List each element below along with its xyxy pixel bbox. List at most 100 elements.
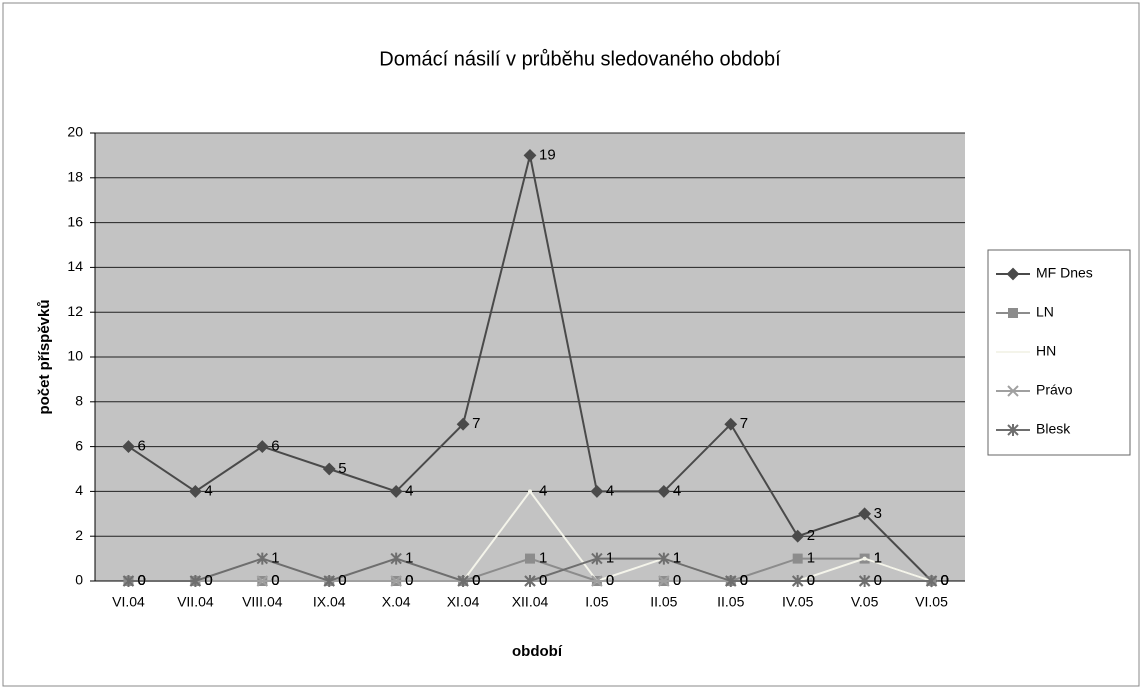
data-label: 0 [271,572,279,589]
series-marker [389,484,403,498]
series-marker [390,575,402,587]
data-label: 7 [740,415,748,432]
data-label: 0 [941,572,949,589]
legend-label: Blesk [1036,421,1071,437]
data-label: 19 [539,146,556,163]
data-label: 7 [472,415,480,432]
series-marker [862,556,867,561]
x-tick-label: IX.04 [313,594,346,610]
y-tick-label: 10 [67,348,83,364]
x-tick-label: I.05 [585,594,609,610]
data-label: 4 [539,482,547,499]
x-axis-title: období [512,643,563,660]
data-label: 2 [807,527,815,544]
y-tick-label: 4 [75,482,83,498]
data-label: 1 [807,550,815,567]
data-label: 0 [137,572,145,589]
data-label: 1 [539,550,547,567]
legend-marker [1006,267,1020,281]
data-label: 0 [606,572,614,589]
data-label: 0 [874,572,882,589]
series-marker [523,148,537,162]
data-label: 1 [405,550,413,567]
series-marker [188,484,202,498]
data-label: 6 [137,438,145,455]
y-tick-label: 6 [75,437,83,453]
series-marker [591,575,603,587]
series-marker [792,553,803,564]
data-label: 1 [271,550,279,567]
series-marker [256,575,269,587]
data-label: 1 [673,550,681,567]
data-label: 0 [204,572,212,589]
data-label: 4 [405,482,413,499]
x-tick-label: VI.04 [112,594,145,610]
y-tick-label: 0 [75,572,83,588]
series-marker [322,462,336,476]
legend-label: HN [1036,343,1056,359]
series-marker [791,575,804,587]
data-label: 0 [405,572,413,589]
x-tick-label: V.05 [851,594,879,610]
series-marker [658,552,670,565]
data-label: 1 [874,550,882,567]
series-marker [524,575,536,587]
data-label: 0 [472,572,480,589]
chart-title: Domácí násilí v průběhu sledovaného obdo… [379,48,781,70]
series-marker [658,575,670,587]
series-marker [256,552,269,565]
series-marker [122,440,135,454]
series-marker [657,484,671,498]
data-label: 0 [807,572,815,589]
x-tick-label: IV.05 [782,594,814,610]
x-tick-label: II.05 [717,594,744,610]
data-label: 0 [338,572,346,589]
data-label: 1 [874,550,882,567]
data-label: 0 [673,572,681,589]
legend-marker [1008,308,1018,318]
y-axis-title: počet příspěvků [36,299,53,414]
series-marker [323,575,335,587]
y-tick-label: 12 [67,303,83,319]
data-label: 6 [271,438,279,455]
data-label: 0 [941,572,949,589]
legend-label: MF Dnes [1036,265,1093,281]
x-tick-label: VI.05 [915,594,948,610]
series-marker [591,552,603,565]
data-label: 1 [606,550,614,567]
series-marker [528,489,532,494]
data-label: 0 [539,572,547,589]
legend-label: LN [1036,304,1054,320]
data-label: 0 [740,572,748,589]
data-label: 4 [673,482,681,499]
x-tick-label: II.05 [650,594,677,610]
data-label: 4 [606,482,614,499]
series-marker [725,575,737,587]
y-tick-label: 8 [75,393,83,409]
data-label: 0 [338,572,346,589]
series-marker [456,417,470,431]
data-label: 3 [874,505,882,522]
x-tick-label: XI.04 [447,594,480,610]
series-marker [858,507,872,521]
series-marker [189,575,202,587]
series-marker [925,575,938,587]
series-marker [122,575,135,587]
y-tick-label: 16 [67,213,83,229]
data-label: 0 [941,572,949,589]
x-tick-label: X.04 [382,594,411,610]
y-tick-label: 14 [67,258,83,274]
data-label: 0 [539,572,547,589]
series-marker [791,529,805,543]
series-marker [590,484,604,498]
x-tick-label: XII.04 [512,594,549,610]
series-marker [457,575,469,587]
series-marker [724,417,738,431]
data-label: 0 [941,572,949,589]
series-marker [525,553,535,564]
data-label: 1 [673,550,681,567]
series-marker [255,440,269,454]
legend-label: Právo [1036,382,1073,398]
y-tick-label: 20 [67,124,83,140]
